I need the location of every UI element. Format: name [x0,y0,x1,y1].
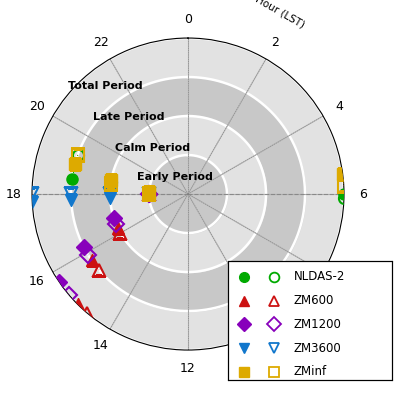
Text: ZM600: ZM600 [294,294,334,307]
Text: ZMinf: ZMinf [294,366,327,378]
Text: Hour (LST): Hour (LST) [254,0,306,30]
Text: Late Period: Late Period [93,112,164,122]
Text: ZM3600: ZM3600 [294,342,341,354]
Text: ZM1200: ZM1200 [294,318,342,331]
Text: NLDAS-2: NLDAS-2 [294,270,345,283]
Text: Calm Period: Calm Period [115,143,190,152]
Text: Early Period: Early Period [137,172,213,182]
Text: Total Period: Total Period [68,81,142,91]
